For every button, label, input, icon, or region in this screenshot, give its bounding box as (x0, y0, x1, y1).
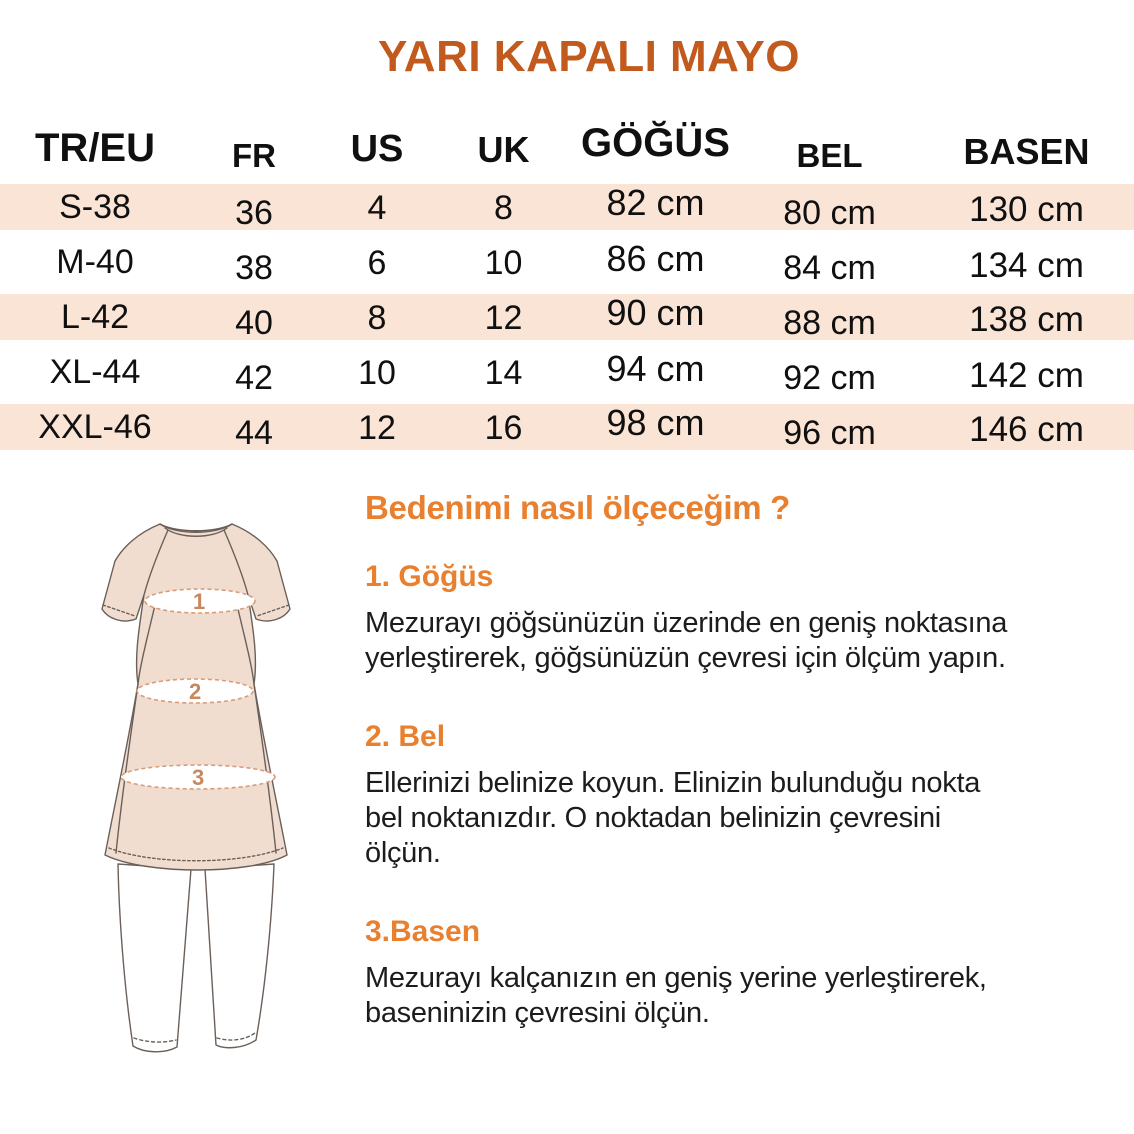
table-cell: 92 cm (783, 359, 876, 397)
table-cell: 10 (484, 244, 523, 282)
table-row: XL-44 42 10 14 94 cm 92 cm 142 cm (0, 345, 1134, 400)
table-cell: 142 cm (969, 355, 1084, 395)
table-cell: 86 cm (606, 237, 705, 279)
measure-label-1: 1 (193, 589, 205, 614)
table-cell: 40 (235, 303, 273, 342)
legging-right-hem-stitch (216, 1032, 256, 1041)
table-cell: 80 cm (783, 193, 876, 232)
guide-text-line: Mezurayı göğsünüzün üzerinde en geniş no… (365, 607, 1008, 639)
raglan-seam-left (143, 529, 169, 596)
table-cell: 6 (367, 244, 387, 282)
swimsuit-illustration: 1 2 3 (101, 523, 291, 1053)
hem-stitch (108, 847, 284, 862)
guide-text-line: Ellerinizi belinize koyun. Elinizin bulu… (365, 767, 981, 799)
page-title: YARI KAPALI MAYO (377, 32, 800, 81)
guide-section-title: 2. Bel (365, 720, 446, 753)
table-cell: 96 cm (783, 413, 876, 452)
column-header-basen: BASEN (963, 131, 1090, 172)
guide-text-line: baseninizin çevresini ölçün. (365, 997, 710, 1029)
guide-section-basen: 3.Basen Mezurayı kalçanızın en geniş yer… (365, 915, 1110, 1031)
table-row: XXL-46 44 12 16 98 cm 96 cm 146 cm (0, 400, 1134, 455)
table-cell: 12 (484, 298, 523, 337)
guide-section-bel: 2. Bel Ellerinizi belinize koyun. Eliniz… (365, 720, 1110, 871)
measurement-guide: Bedenimi nasıl ölçeceğim ? 1. Göğüs Mezu… (365, 489, 1110, 1075)
table-cell: S-38 (59, 187, 131, 226)
measure-ellipse-chest (144, 588, 256, 614)
column-header-uk: UK (477, 129, 530, 170)
legging-right-leg (204, 863, 275, 1049)
measure-label-3: 3 (192, 765, 204, 790)
table-cell: 130 cm (969, 190, 1084, 229)
table-cell: 4 (367, 188, 387, 227)
table-row: S-38 36 4 8 82 cm 80 cm 130 cm (0, 180, 1134, 235)
guide-text-line: ölçün. (365, 837, 441, 869)
table-cell: 82 cm (606, 182, 705, 223)
table-cell: 14 (484, 354, 523, 392)
raglan-seam-right (223, 529, 249, 596)
table-cell: 36 (235, 193, 273, 232)
table-cell: 12 (358, 408, 396, 447)
column-header-us: US (350, 127, 404, 170)
table-row: L-42 40 8 12 90 cm 88 cm 138 cm (0, 290, 1134, 345)
guide-section-gogus: 1. Göğüs Mezurayı göğsünüzün üzerinde en… (365, 560, 1110, 676)
measure-ellipse-hip (120, 764, 276, 790)
table-cell: 134 cm (969, 245, 1084, 285)
table-cell: 44 (235, 413, 273, 452)
guide-heading: Bedenimi nasıl ölçeceğim ? (365, 489, 791, 526)
table-cell: 8 (494, 188, 513, 227)
measure-ellipse-waist (136, 678, 254, 704)
table-cell: 94 cm (606, 347, 705, 389)
measure-label-2: 2 (189, 679, 201, 704)
table-cell: M-40 (56, 243, 134, 281)
table-cell: 10 (358, 354, 396, 392)
sleeve-cuff-stitch-right (256, 604, 290, 617)
guide-text-line: Mezurayı kalçanızın en geniş yerine yerl… (365, 962, 987, 994)
table-cell: 84 cm (783, 249, 876, 287)
legging-left-leg (117, 863, 192, 1053)
table-cell: XXL-46 (38, 407, 152, 446)
guide-section-title: 1. Göğüs (365, 560, 494, 593)
column-header-tr-eu: TR/EU (35, 125, 155, 170)
table-cell: 90 cm (606, 292, 705, 333)
guide-section-title: 3.Basen (365, 915, 481, 948)
table-cell: L-42 (60, 297, 130, 336)
table-cell: 88 cm (783, 303, 876, 342)
table-cell: 38 (235, 249, 273, 287)
princess-seam-left (115, 604, 156, 854)
table-cell: 8 (367, 298, 387, 337)
sleeve-cuff-stitch-left (102, 604, 136, 617)
column-header-fr: FR (232, 137, 276, 174)
table-cell: 42 (235, 359, 273, 397)
guide-text-line: bel noktanızdır. O noktadan belinizin çe… (365, 802, 941, 834)
table-cell: XL-44 (49, 353, 141, 391)
table-cell: 146 cm (969, 410, 1084, 449)
table-cell: 138 cm (969, 300, 1084, 339)
table-row: M-40 38 6 10 86 cm 84 cm 134 cm (0, 235, 1134, 290)
size-table-header-row: TR/EU FR US UK GÖĞÜS BEL BASEN (0, 114, 1134, 180)
table-cell: 98 cm (606, 402, 705, 443)
collar-inner-line (164, 527, 228, 537)
table-cell: 16 (484, 408, 523, 447)
size-table: TR/EU FR US UK GÖĞÜS BEL BASEN S-38 36 4… (0, 114, 1134, 455)
guide-text-line: yerleştirerek, göğsünüzün çevresi için ö… (365, 642, 1006, 674)
collar-outer-line (159, 523, 233, 533)
column-header-gogus: GÖĞÜS (581, 120, 730, 165)
column-header-bel: BEL (796, 137, 863, 174)
princess-seam-right (236, 604, 277, 854)
legging-left-hem-stitch (133, 1037, 177, 1043)
